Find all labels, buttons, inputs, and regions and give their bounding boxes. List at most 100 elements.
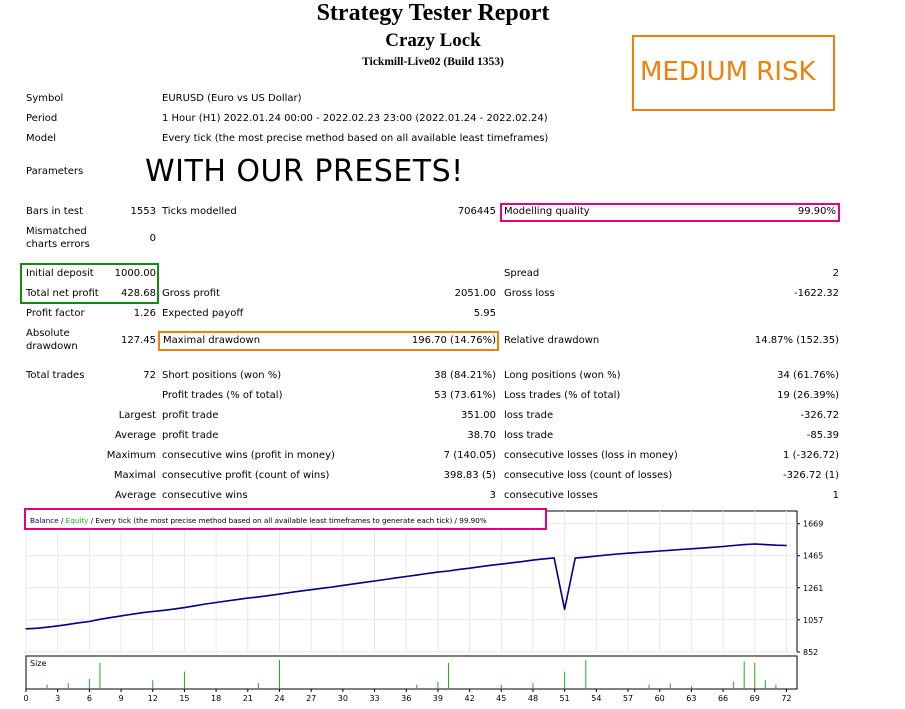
equity-line-point — [754, 543, 756, 545]
balance-line — [25, 543, 787, 630]
maximal-cons-loss-value: -326.72 (1) — [783, 470, 839, 481]
balance-line-point — [468, 567, 471, 569]
y-tick-label: 1057 — [803, 616, 823, 625]
gross-loss-value: -1622.32 — [794, 288, 839, 299]
legend-equity: Equity — [66, 516, 89, 525]
equity-line-point — [511, 562, 513, 564]
equity-line-point — [268, 595, 270, 597]
equity-line-point — [669, 549, 671, 551]
legend-rest: / Every tick (the most precise method ba… — [88, 516, 486, 525]
y-tick-label: 1261 — [803, 584, 823, 593]
x-tick-label: 18 — [211, 694, 221, 703]
balance-line-point — [426, 572, 428, 575]
max-cons-wins-label: consecutive wins (profit in money) — [162, 450, 335, 461]
balance-line-point — [278, 593, 281, 595]
equity-line-point — [194, 605, 196, 607]
max-drawdown-value: 196.70 (14.76%) — [411, 335, 496, 346]
y-tick-label: 1465 — [803, 552, 823, 561]
chart-grid — [25, 511, 800, 692]
balance-line-point — [764, 544, 766, 546]
x-tick-label: 48 — [528, 694, 538, 703]
balance-line-point — [701, 547, 703, 549]
equity-line-point — [542, 558, 545, 560]
symbol-label: Symbol — [26, 93, 64, 104]
balance-line-point — [352, 583, 355, 585]
expected-payoff-label: Expected payoff — [162, 308, 244, 319]
symbol-value: EURUSD (Euro vs US Dollar) — [162, 93, 302, 104]
balance-line-point — [606, 554, 608, 556]
maximal-label: Maximal — [113, 470, 156, 481]
equity-line-point — [162, 609, 164, 611]
presets-banner: WITH OUR PRESETS! — [145, 154, 464, 189]
balance-line-point — [131, 613, 133, 615]
abs-drawdown-label-1: Absolute — [26, 328, 70, 339]
balance-line-point — [574, 557, 576, 559]
gross-profit-value: 2051.00 — [454, 288, 496, 299]
balance-line-point — [521, 560, 523, 563]
max-cons-wins-value: 7 (140.05) — [443, 450, 496, 461]
equity-line-point — [57, 625, 59, 627]
avg-cons-wins-value: 3 — [489, 490, 496, 501]
equity-line-point — [109, 617, 112, 619]
deposit-profit-box — [20, 263, 159, 304]
balance-line-point — [99, 618, 101, 620]
balance-line-point — [416, 574, 418, 576]
ticks-value: 706445 — [457, 206, 496, 217]
equity-line-point — [648, 551, 650, 553]
balance-line-point — [247, 597, 249, 599]
maximal-cons-profit-value: 398.83 (5) — [443, 470, 496, 481]
equity-line-point — [447, 570, 450, 572]
report-title: Strategy Tester Report — [316, 0, 550, 26]
average-label: Average — [114, 430, 156, 441]
equity-line-point — [468, 567, 471, 569]
balance-line-point — [25, 628, 27, 630]
maximal-cons-loss-label: consecutive loss (count of losses) — [504, 470, 673, 481]
balance-line-point — [511, 562, 513, 564]
spread-value: 2 — [832, 268, 839, 279]
average-loss-value: -85.39 — [806, 430, 839, 441]
equity-line-point — [606, 554, 608, 556]
max-cons-losses-value: 1 (-326.72) — [783, 450, 839, 461]
volume-bars — [46, 660, 777, 689]
equity-line-point — [35, 627, 38, 629]
x-tick-label: 66 — [718, 694, 728, 703]
x-tick-label: 12 — [148, 694, 158, 703]
quality-value: 99.90% — [797, 206, 836, 217]
deposit-label: Initial deposit — [26, 268, 94, 279]
mismatch-value: 0 — [149, 233, 156, 244]
net-profit-value: 428.68 — [121, 288, 156, 299]
volume-plot-frame — [25, 655, 798, 690]
equity-line-point — [278, 593, 281, 595]
balance-line-point — [733, 544, 735, 547]
loss-trades-label: Loss trades (% of total) — [504, 390, 621, 401]
balance-line-point — [479, 566, 481, 568]
balance-line-point — [711, 546, 714, 548]
equity-line-point — [289, 591, 291, 594]
max-drawdown-label: Maximal drawdown — [163, 335, 261, 346]
profit-trades-value: 53 (73.61%) — [434, 390, 496, 401]
balance-line-point — [46, 626, 48, 628]
equity-line-point — [131, 613, 133, 615]
y-tick-label: 852 — [803, 648, 818, 657]
x-tick-label: 21 — [243, 694, 253, 703]
x-tick-label: 9 — [119, 694, 124, 703]
balance-line-point — [331, 586, 333, 588]
abs-drawdown-label-2: drawdown — [26, 341, 78, 352]
balance-line-point — [553, 557, 555, 559]
largest-profit-value: 351.00 — [461, 410, 496, 421]
equity-line-point — [78, 622, 80, 624]
equity-line-point — [479, 566, 481, 568]
equity-line-point — [733, 544, 735, 547]
average2-label: Average — [114, 490, 156, 501]
equity-line-point — [426, 572, 428, 575]
spread-label: Spread — [504, 268, 540, 279]
quality-label: Modelling quality — [504, 206, 590, 217]
equity-line-point — [373, 580, 376, 582]
balance-series — [25, 543, 788, 630]
total-trades-label: Total trades — [26, 370, 85, 381]
average-profit-value: 38.70 — [467, 430, 496, 441]
equity-line-point — [659, 550, 661, 552]
equity-series — [25, 543, 788, 630]
balance-line-point — [754, 543, 756, 545]
balance-line-point — [395, 577, 397, 579]
